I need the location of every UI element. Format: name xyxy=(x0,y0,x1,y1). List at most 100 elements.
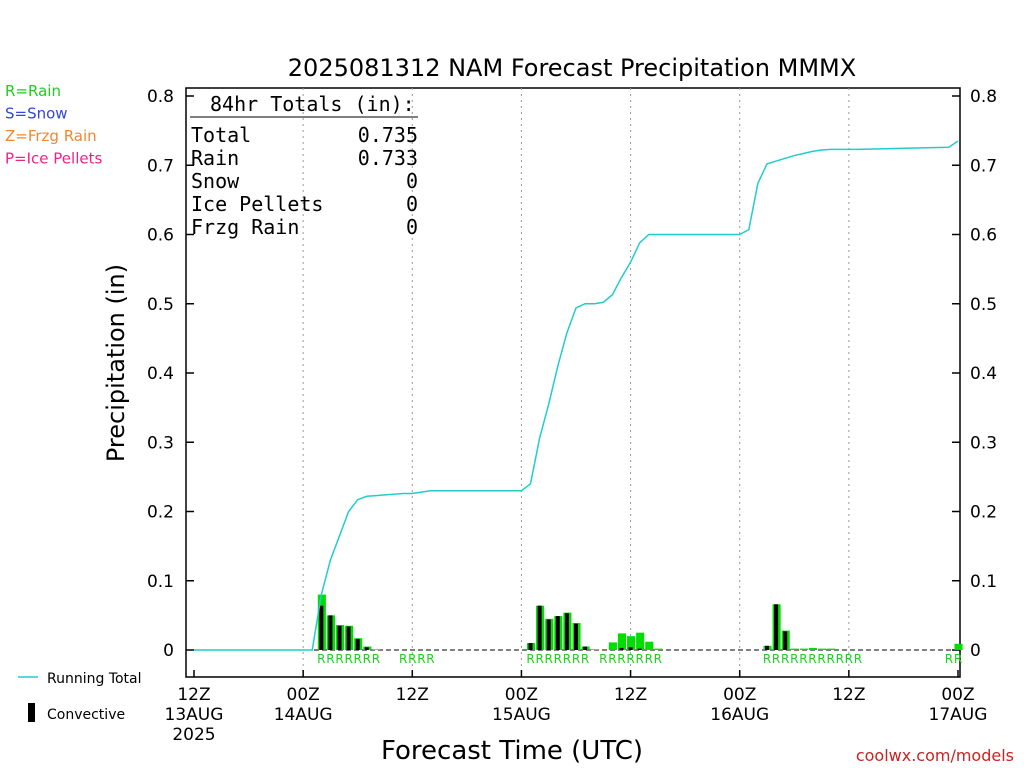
convective-bar xyxy=(328,615,333,650)
watermark: coolwx.com/models xyxy=(856,746,1014,765)
hourly-precip-bars xyxy=(317,594,963,650)
convective-bar xyxy=(319,605,324,650)
precip-bar xyxy=(799,648,808,650)
convective-bar xyxy=(537,605,542,650)
plot-frame xyxy=(185,87,961,678)
precip-type-label: R xyxy=(954,652,962,666)
totals-row-label: Snow xyxy=(191,169,240,193)
legend-label: Convective xyxy=(47,707,125,723)
precip-type-label: R xyxy=(317,652,325,666)
x-tick-date: 13AUG xyxy=(165,705,224,725)
y-tick-label-right: 0 xyxy=(970,641,981,661)
totals-row-value: 0 xyxy=(406,192,418,216)
precip-type-label: R xyxy=(363,652,371,666)
precip-type-label: R xyxy=(645,652,653,666)
y-axis-right: 0 0.1 0.2 0.3 0.4 0.5 0.6 0.7 0.8 xyxy=(952,87,997,661)
precip-bar xyxy=(808,647,818,650)
type-key-entry: S=Snow xyxy=(5,105,68,123)
y-tick-label: 0.4 xyxy=(147,364,174,384)
precip-type-label: R xyxy=(772,652,780,666)
precip-bar xyxy=(790,648,799,650)
precip-type-label: R xyxy=(326,652,334,666)
x-tick-date: 15AUG xyxy=(492,705,551,725)
totals-heading: 84hr Totals (in): xyxy=(210,92,415,116)
convective-bar xyxy=(619,647,624,650)
precip-type-label: R xyxy=(599,652,607,666)
x-tick-label: 12Z xyxy=(832,685,865,705)
precip-type-label: R xyxy=(408,652,416,666)
precip-type-label: R xyxy=(626,652,634,666)
y-tick-label-right: 0.3 xyxy=(970,433,997,453)
convective-bar xyxy=(783,631,788,650)
y-tick-label: 0 xyxy=(163,641,174,661)
precip-type-label: R xyxy=(526,652,534,666)
convective-legend-swatch xyxy=(28,703,35,722)
precip-type-label: R xyxy=(654,652,662,666)
x-tick-label: 12Z xyxy=(396,685,429,705)
convective-bar xyxy=(337,625,342,650)
x-axis-label: Forecast Time (UTC) xyxy=(381,736,643,766)
totals-row-value: 0 xyxy=(406,215,418,239)
y-tick-label-right: 0.6 xyxy=(970,226,997,246)
totals-row-label: Frzg Rain xyxy=(191,215,299,239)
x-tick-date: 14AUG xyxy=(274,705,333,725)
x-tick-year: 2025 xyxy=(172,725,215,745)
precip-type-label: R xyxy=(799,652,807,666)
precip-bar xyxy=(818,648,827,650)
precip-type-label: R xyxy=(572,652,580,666)
convective-bar xyxy=(355,638,360,650)
convective-bar xyxy=(765,645,769,650)
totals-box: 84hr Totals (in): Total 0.735 Rain 0.733 Sno… xyxy=(190,92,418,239)
y-tick-label-right: 0.2 xyxy=(970,503,997,523)
precip-type-key: R=Rain S=Snow Z=Frzg Rain P=Ice Pellets xyxy=(5,82,102,168)
convective-bar xyxy=(528,643,533,650)
convective-bar xyxy=(774,604,779,650)
precip-bar xyxy=(627,636,636,650)
y-tick-label: 0.8 xyxy=(147,87,174,107)
running-total-line xyxy=(194,140,959,651)
totals-row-value: 0.735 xyxy=(358,123,418,147)
totals-row-value: 0 xyxy=(406,169,418,193)
precip-type-label: R xyxy=(617,652,625,666)
grid-lines xyxy=(302,88,850,677)
precip-type-label: R xyxy=(426,652,434,666)
x-tick-label: 00Z xyxy=(941,685,974,705)
totals-row-value: 0.733 xyxy=(358,146,418,170)
precip-type-label: R xyxy=(854,652,862,666)
precip-bar xyxy=(590,649,599,650)
totals-row-label: Ice Pellets xyxy=(191,192,323,216)
precip-type-label: R xyxy=(545,652,553,666)
y-tick-label: 0.5 xyxy=(147,295,174,315)
precip-bar xyxy=(608,642,617,650)
precip-type-label: R xyxy=(581,652,589,666)
convective-bar xyxy=(364,647,369,650)
convective-bar xyxy=(555,616,560,650)
type-key-entry: R=Rain xyxy=(5,82,61,100)
x-tick-date: 17AUG xyxy=(929,705,988,725)
x-tick-label: 12Z xyxy=(614,685,647,705)
x-tick-label: 00Z xyxy=(287,685,320,705)
convective-bars xyxy=(319,604,788,650)
y-tick-label-right: 0.8 xyxy=(970,87,997,107)
precip-bar xyxy=(372,649,381,650)
precip-bar xyxy=(645,641,654,650)
convective-bar xyxy=(564,613,569,650)
x-tick-label: 00Z xyxy=(723,685,756,705)
precip-type-label: R xyxy=(790,652,798,666)
x-tick-label: 00Z xyxy=(505,685,538,705)
convective-bar xyxy=(546,619,551,650)
precip-bar xyxy=(954,643,963,650)
precip-bar xyxy=(654,648,663,650)
convective-bar xyxy=(628,647,633,650)
x-tick-label: 12Z xyxy=(177,685,210,705)
y-tick-label-right: 0.1 xyxy=(970,572,997,592)
convective-bar xyxy=(346,626,351,650)
y-tick-label-right: 0.4 xyxy=(970,364,997,384)
legend-label: Running Total xyxy=(47,671,142,687)
precip-type-label: R xyxy=(535,652,543,666)
type-key-entry: Z=Frzg Rain xyxy=(5,127,97,145)
precip-type-label: R xyxy=(763,652,771,666)
